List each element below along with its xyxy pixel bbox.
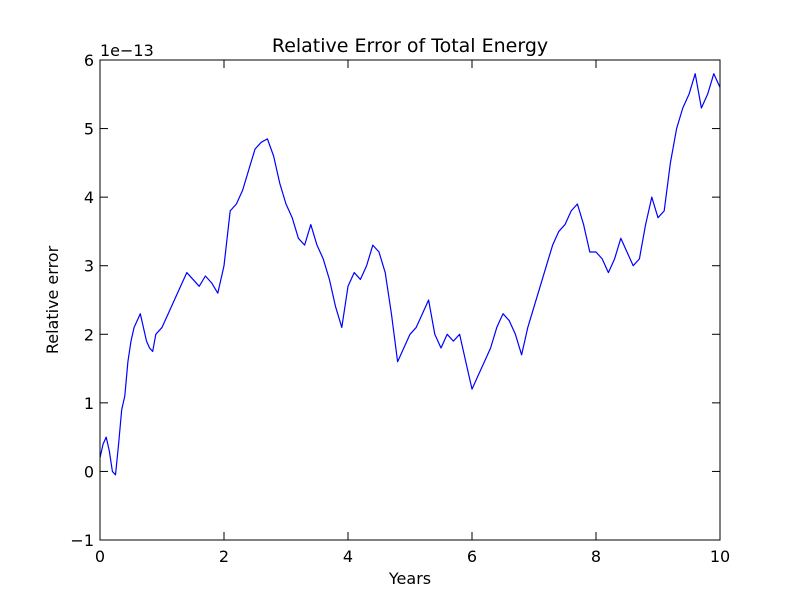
x-tick-label: 0 (95, 547, 105, 566)
y-axis-label: Relative error (43, 245, 62, 354)
x-tick-label: 10 (710, 547, 730, 566)
y-tick-label: 2 (84, 325, 94, 344)
x-axis-label: Years (388, 569, 431, 588)
y-tick-label: 3 (84, 257, 94, 276)
y-tick-label: −1 (70, 531, 94, 550)
x-tick-label: 6 (467, 547, 477, 566)
chart-title: Relative Error of Total Energy (272, 35, 548, 57)
y-tick-label: 6 (84, 51, 94, 70)
x-tick-label: 8 (591, 547, 601, 566)
y-tick-label: 5 (84, 120, 94, 139)
plot-layer (99, 73, 721, 476)
y-tick-label: 0 (84, 462, 94, 481)
y-offset-label: 1e−13 (100, 41, 154, 60)
x-tick-label: 2 (219, 547, 229, 566)
plot-background (100, 60, 720, 540)
y-tick-label: 1 (84, 394, 94, 413)
y-tick-label: 4 (84, 188, 94, 207)
series-line-0 (99, 73, 721, 476)
plot-frame (99, 59, 721, 541)
x-tick-label: 4 (343, 547, 353, 566)
